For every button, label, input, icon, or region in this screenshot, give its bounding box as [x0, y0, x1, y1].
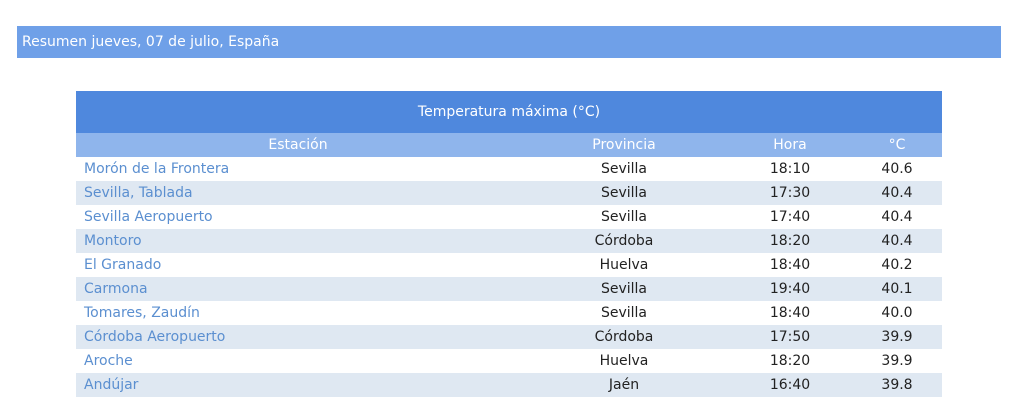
table-cell: 40.2 [881, 257, 913, 273]
column-header: °C [888, 137, 906, 153]
station-link[interactable]: Carmona [84, 281, 148, 297]
table-cell: 40.6 [881, 161, 913, 177]
station-link[interactable]: Tomares, Zaudín [84, 305, 200, 321]
station-link[interactable]: Morón de la Frontera [84, 161, 230, 177]
table-cell: Huelva [599, 353, 649, 369]
table-cell: Sevilla [600, 161, 648, 177]
table-cell: 18:20 [769, 353, 811, 369]
table-row: Carmona Sevilla 19:40 40.1 [76, 277, 942, 301]
table-cell: 40.4 [881, 185, 913, 201]
table-cell: 40.0 [881, 305, 913, 321]
table-cell: 40.4 [881, 233, 913, 249]
table-cell: Córdoba [594, 329, 654, 345]
table-row: Morón de la Frontera Sevilla 18:10 40.6 [76, 157, 942, 181]
table-row: Sevilla, Tablada Sevilla 17:30 40.4 [76, 181, 942, 205]
table-cell: 18:40 [769, 257, 811, 273]
table-row: El Granado Huelva 18:40 40.2 [76, 253, 942, 277]
station-link[interactable]: Sevilla, Tablada [84, 185, 193, 201]
table-cell: Sevilla [600, 305, 648, 321]
table-cell: Jaén [608, 377, 640, 393]
table-row: Andújar Jaén 16:40 39.8 [76, 373, 942, 397]
table-cell: 19:40 [769, 281, 811, 297]
table-title: Temperatura máxima (°C) [76, 91, 942, 133]
table-row: Montoro Córdoba 18:20 40.4 [76, 229, 942, 253]
table-cell: 39.9 [881, 329, 913, 345]
table-row: Tomares, Zaudín Sevilla 18:40 40.0 [76, 301, 942, 325]
station-link[interactable]: Sevilla Aeropuerto [84, 209, 213, 225]
table-cell: 17:50 [769, 329, 811, 345]
table-cell: 18:10 [769, 161, 811, 177]
table-cell: 17:30 [769, 185, 811, 201]
table-cell: 39.9 [881, 353, 913, 369]
station-link[interactable]: Aroche [84, 353, 133, 369]
table-cell: 18:20 [769, 233, 811, 249]
header-row: Estación Provincia Hora °C [76, 133, 942, 157]
table-cell: 17:40 [769, 209, 811, 225]
table-cell: 40.4 [881, 209, 913, 225]
station-link[interactable]: Córdoba Aeropuerto [84, 329, 226, 345]
column-header: Provincia [592, 137, 656, 153]
table-cell: 16:40 [769, 377, 811, 393]
table-cell: Córdoba [594, 233, 654, 249]
summary-bar: Resumen jueves, 07 de julio, España [17, 26, 1001, 58]
table-cell: Sevilla [600, 281, 648, 297]
station-link[interactable]: Andújar [84, 377, 139, 393]
table-cell: Sevilla [600, 185, 648, 201]
table-cell: Sevilla [600, 209, 648, 225]
column-header: Estación [268, 137, 328, 153]
column-header: Hora [773, 137, 807, 153]
table-row: Aroche Huelva 18:20 39.9 [76, 349, 942, 373]
station-link[interactable]: El Granado [84, 257, 162, 273]
table: Temperatura máxima (°C) Estación Provinci… [76, 91, 942, 397]
table-cell: Huelva [599, 257, 649, 273]
table-cell: 39.8 [881, 377, 913, 393]
table-row: Sevilla Aeropuerto Sevilla 17:40 40.4 [76, 205, 942, 229]
table-cell: 18:40 [769, 305, 811, 321]
table-cell: 40.1 [881, 281, 913, 297]
station-link[interactable]: Montoro [84, 233, 142, 249]
table-row: Córdoba Aeropuerto Córdoba 17:50 39.9 [76, 325, 942, 349]
